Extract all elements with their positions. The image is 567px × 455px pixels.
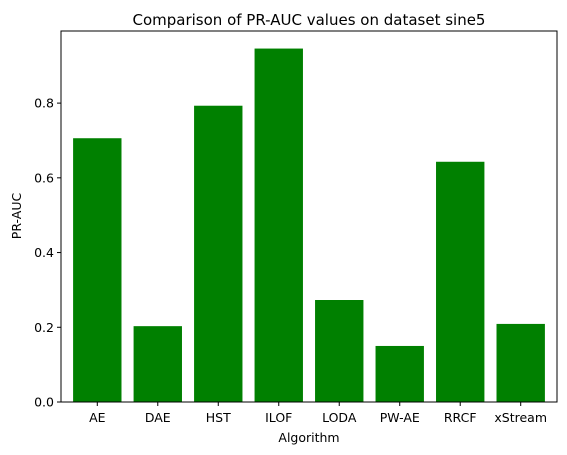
bar-hst <box>194 105 243 403</box>
x-axis-label: Algorithm <box>278 430 339 445</box>
bar-ae <box>73 138 122 402</box>
chart-title: Comparison of PR-AUC values on dataset s… <box>133 11 486 29</box>
y-axis-label: PR-AUC <box>9 193 24 240</box>
x-tick-label-ilof: ILOF <box>265 410 292 425</box>
x-tick-label-rrcf: RRCF <box>444 410 477 425</box>
bar-dae <box>133 326 182 402</box>
x-tick-label-xstream: xStream <box>494 410 547 425</box>
y-tick-label: 0.0 <box>34 395 54 410</box>
y-tick-label: 0.6 <box>34 170 54 185</box>
bar-pw-ae <box>375 345 424 402</box>
bar-ilof <box>254 48 303 402</box>
y-tick-label: 0.2 <box>34 320 54 335</box>
x-tick-label-ae: AE <box>89 410 106 425</box>
bars-group <box>73 48 545 403</box>
x-tick-label-dae: DAE <box>145 410 171 425</box>
x-tick-label-pw-ae: PW-AE <box>380 410 420 425</box>
x-axis-ticks: AE DAE HST ILOF LODA PW-AE RRCF xStream <box>89 402 547 425</box>
x-tick-label-hst: HST <box>206 410 231 425</box>
y-tick-label: 0.4 <box>34 245 54 260</box>
bar-xstream <box>496 323 545 402</box>
y-axis-ticks: 0.0 0.2 0.4 0.6 0.8 <box>34 96 61 410</box>
bar-loda <box>315 300 364 402</box>
x-tick-label-loda: LODA <box>322 410 357 425</box>
bar-rrcf <box>436 161 485 402</box>
plot-frame <box>60 30 558 403</box>
y-tick-label: 0.8 <box>34 96 54 111</box>
